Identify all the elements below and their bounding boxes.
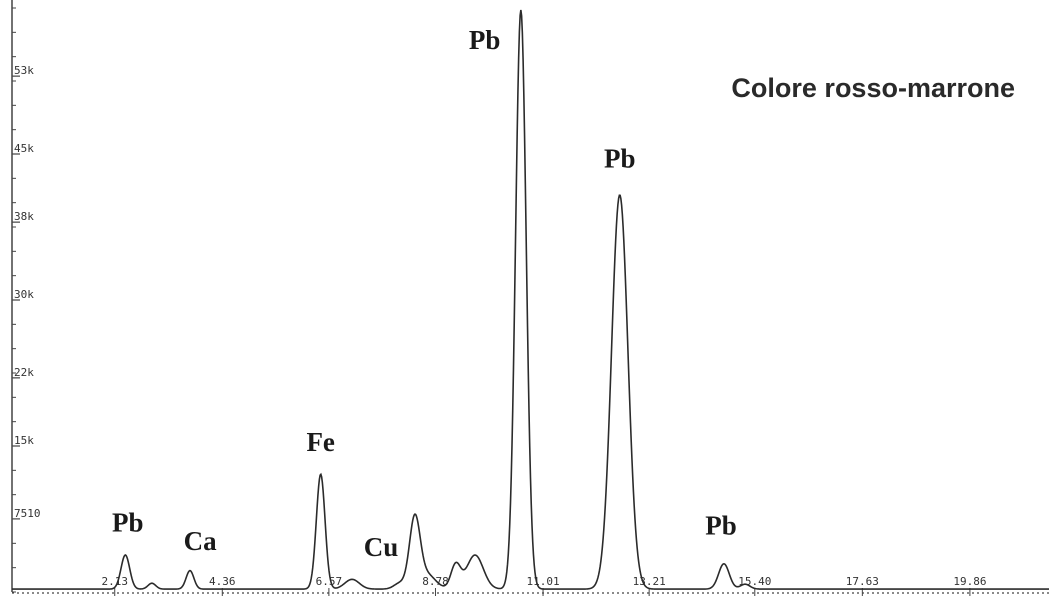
x-tick-label: 19.86 (953, 575, 986, 588)
y-tick-label: 15k (14, 434, 34, 447)
peak-label-pb: Pb (469, 25, 501, 55)
x-tick-label: 13.21 (633, 575, 666, 588)
x-tick-label: 2.13 (101, 575, 128, 588)
x-tick-label: 6.57 (316, 575, 343, 588)
peak-label-pb: Pb (705, 511, 737, 541)
peak-label-pb: Pb (112, 508, 144, 538)
peak-labels: Pb Ca Fe Cu Pb Pb Pb (112, 25, 737, 562)
y-tick-label: 30k (14, 288, 34, 301)
spectrum-line (12, 9, 1049, 590)
y-tick-label: 45k (14, 142, 34, 155)
x-tick-label: 17.63 (846, 575, 879, 588)
x-tick-label: 15.40 (738, 575, 771, 588)
chart-title: Colore rosso-marrone (731, 73, 1015, 103)
y-tick-label: 22k (14, 366, 34, 379)
x-tick-label: 4.36 (209, 575, 236, 588)
peak-label-cu: Cu (364, 532, 399, 562)
y-tick-label: 38k (14, 210, 34, 223)
peak-label-pb: Pb (604, 144, 636, 174)
peak-label-ca: Ca (184, 526, 217, 556)
x-tick-label: 11.01 (526, 575, 559, 588)
y-tick-label: 53k (14, 64, 34, 77)
y-tick-label: 7510 (14, 507, 41, 520)
peak-label-fe: Fe (306, 427, 334, 457)
